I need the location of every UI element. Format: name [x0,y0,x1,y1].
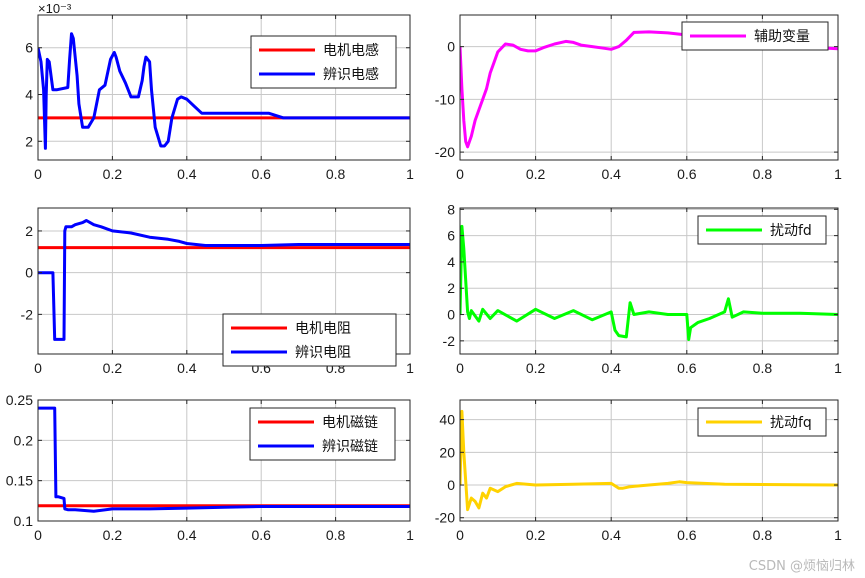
x-tick-label: 0.8 [326,527,346,543]
legend-label: 辅助变量 [754,29,810,45]
y-tick-label: 0.2 [14,432,34,448]
x-tick-label: 0.6 [677,166,697,182]
y-tick-label: 4 [447,254,455,270]
axes-box [37,14,411,161]
x-tick-label: 0 [34,360,42,376]
y-tick-label: 2 [447,280,455,296]
y-tick-label: 0 [447,307,455,323]
legend-box [250,35,397,89]
x-tick-label: 0.2 [103,166,123,182]
y-tick-label: 8 [447,201,455,217]
legend-fq: 扰动fq [697,407,827,437]
legend-label: 电机磁链 [322,415,378,431]
legend-fd: 扰动fd [697,215,827,245]
legend-aux: 辅助变量 [681,21,829,51]
legend-label: 电机电感 [323,42,379,59]
x-tick-label: 1 [834,166,842,182]
x-tick-label: 0.4 [177,527,197,543]
x-tick-label: 0 [456,360,464,376]
y-tick-label: -10 [435,91,455,107]
y-tick-label: 2 [25,133,33,149]
axes-box [459,399,839,522]
y-tick-label: 0.1 [14,513,34,529]
series-line-inductance-1 [38,32,410,150]
axes-box [37,399,411,522]
y-exponent-label: ×10⁻³ [38,1,72,16]
x-tick-label: 0.2 [526,527,546,543]
x-tick-label: 0.6 [251,166,271,182]
y-tick-label: -2 [21,306,34,322]
y-tick-label: 40 [439,412,455,428]
legend-label: 辨识电感 [323,66,379,83]
y-tick-label: -20 [435,144,455,160]
y-tick-label: 4 [25,87,33,103]
x-tick-label: 0 [34,527,42,543]
x-tick-label: 1 [406,166,414,182]
x-tick-label: 0.8 [753,166,773,182]
legend-label: 电机电阻 [295,321,351,337]
y-tick-label: 20 [439,444,455,460]
x-tick-label: 0.6 [677,527,697,543]
axes-box [459,14,839,161]
series-line-fd-0 [460,224,838,341]
legend-box [249,407,396,461]
x-tick-label: 0.2 [526,360,546,376]
axes-box [459,207,839,355]
y-tick-label: 2 [25,223,33,239]
x-tick-label: 0.8 [753,360,773,376]
series-line-resistance-1 [38,219,410,341]
x-tick-label: 1 [834,527,842,543]
y-tick-label: 6 [25,40,33,56]
legend-label: 辨识电阻 [295,345,351,361]
series-line-fq-0 [460,409,838,512]
x-tick-label: 1 [406,527,414,543]
x-tick-label: 1 [406,360,414,376]
x-tick-label: 0.4 [601,360,621,376]
chart-aux: 0 0.2 0.4 0.6 0.8 1 -20 -10 0 辅助变量 [435,14,842,182]
y-tick-label: -2 [443,333,456,349]
y-tick-label: 0 [447,477,455,493]
x-tick-label: 1 [834,360,842,376]
x-tick-label: 0.4 [177,166,197,182]
y-tick-label: 6 [447,228,455,244]
y-tick-label: 0.25 [6,392,33,408]
y-tick-label: 0 [25,265,33,281]
legend-label: 辨识磁链 [322,439,378,455]
series-line-flux-1 [38,406,410,513]
x-tick-label: 0.4 [601,166,621,182]
watermark: CSDN @烦恼归林 [748,559,855,574]
x-tick-label: 0 [34,166,42,182]
x-tick-label: 0.6 [251,527,271,543]
legend-label: 扰动fd [770,223,812,239]
y-tick-label: -20 [435,510,455,526]
x-tick-label: 0 [456,166,464,182]
y-tick-label: 0.15 [6,473,33,489]
x-tick-label: 0.4 [601,527,621,543]
x-tick-label: 0.8 [753,527,773,543]
x-tick-label: 0.2 [103,527,123,543]
x-tick-label: 0.2 [103,360,123,376]
x-tick-label: 0.8 [326,166,346,182]
legend-box [222,313,397,367]
x-tick-label: 0.4 [177,360,197,376]
y-tick-label: 0 [447,39,455,55]
x-tick-label: 0.2 [526,166,546,182]
legend-label: 扰动fq [770,415,812,431]
x-tick-label: 0 [456,527,464,543]
x-tick-label: 0.6 [677,360,697,376]
